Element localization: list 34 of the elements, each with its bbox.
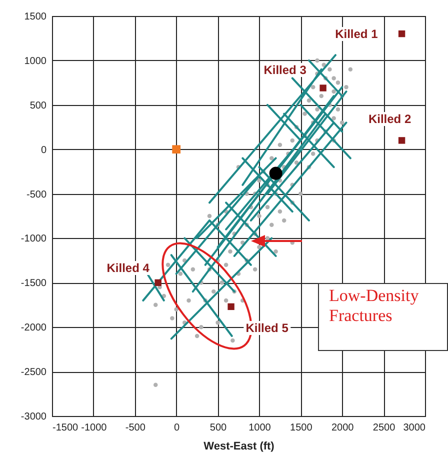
x-tick-label: -1000: [81, 422, 108, 434]
point: [269, 166, 282, 180]
y-tick-label: -1500: [20, 278, 47, 290]
x-tick-label: -1500: [52, 422, 79, 434]
y-tick-label: -2500: [20, 367, 47, 378]
data-label: Killed 2: [366, 112, 414, 126]
point: [398, 30, 406, 38]
data-label: Killed 5: [244, 320, 290, 335]
x-tick-label: -500: [125, 422, 146, 434]
x-tick-label: 1500: [290, 422, 313, 434]
point: [398, 137, 406, 144]
annotation: Low-Density Fractures: [318, 283, 448, 351]
y-tick-label: 0: [40, 144, 47, 156]
x-axis-title: West-East (ft): [204, 440, 275, 452]
point: [228, 303, 234, 310]
data-label: Killed 1: [333, 26, 380, 41]
data-label: Killed 4: [104, 260, 152, 275]
y-tick-label: 1500: [24, 12, 47, 22]
y-tick-label: -2000: [20, 322, 47, 334]
y-tick-label: 1000: [24, 56, 47, 67]
x-tick-label: 1000: [248, 422, 272, 434]
x-tick-label: 2500: [372, 422, 396, 434]
y-tick-label: 500: [30, 100, 47, 112]
point: [172, 145, 181, 154]
data-label: Killed 3: [262, 63, 308, 77]
x-tick-label: 3000: [403, 422, 426, 434]
point: [154, 279, 162, 286]
x-tick-label: 500: [210, 422, 228, 434]
point: [320, 84, 326, 92]
y-tick-label: -500: [26, 189, 47, 200]
x-tick-label: 0: [174, 422, 180, 434]
y-tick-label: -3000: [20, 412, 47, 422]
y-tick-label: -1000: [20, 234, 47, 245]
x-tick-label: 2000: [331, 422, 354, 434]
